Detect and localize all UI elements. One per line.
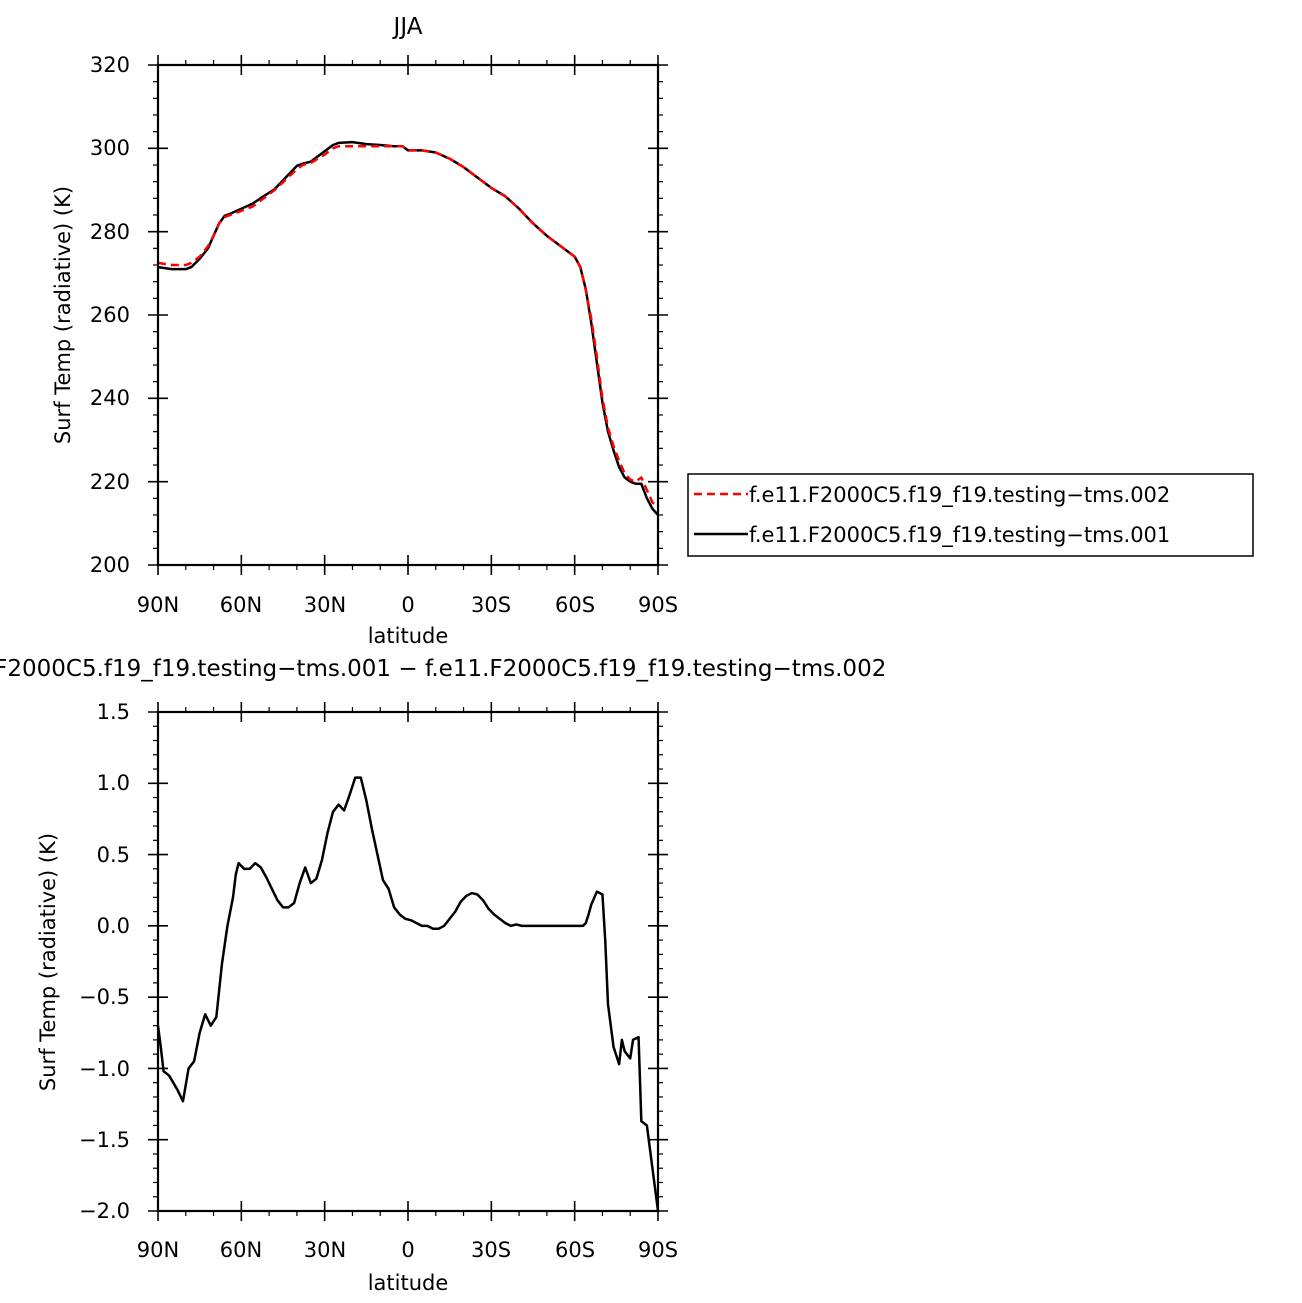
x-tick-label: 30S (471, 593, 511, 617)
legend-label-series-1: f.e11.F2000C5.f19_f19.testing−tms.002 (749, 483, 1170, 508)
y-tick-label: 1.5 (97, 700, 130, 724)
top-series-line-2 (157, 140, 659, 516)
y-tick-label: 200 (90, 553, 130, 577)
x-tick-label: 60N (220, 1238, 262, 1262)
top-x-tick-labels: 90N 60N 30N 0 30S 60S 90S (137, 593, 678, 617)
legend: f.e11.F2000C5.f19_f19.testing−tms.002 f.… (687, 473, 1254, 557)
top-ticks (148, 55, 668, 575)
x-tick-label: 30N (304, 1238, 346, 1262)
x-tick-label: 30N (304, 593, 346, 617)
bottom-y-tick-labels: −2.0 −1.5 −1.0 −0.5 0.0 0.5 1.0 1.5 (79, 700, 130, 1223)
top-chart-title: JJA (392, 14, 423, 40)
bottom-x-tick-labels: 90N 60N 30N 0 30S 60S 90S (137, 1238, 678, 1262)
y-tick-label: 220 (90, 470, 130, 494)
bottom-x-axis-label: latitude (368, 1271, 449, 1295)
x-tick-label: 90S (638, 1238, 678, 1262)
x-tick-label: 30S (471, 1238, 511, 1262)
bottom-series-group (156, 776, 660, 1212)
x-tick-label: 90N (137, 1238, 179, 1262)
y-tick-label: 1.0 (97, 771, 130, 795)
top-x-axis-label: latitude (368, 624, 449, 648)
bottom-plot-frame (156, 710, 660, 1213)
y-tick-label: 240 (90, 386, 130, 410)
top-series-group (157, 140, 659, 516)
y-tick-label: −0.5 (79, 985, 130, 1009)
y-tick-label: 0.5 (97, 843, 130, 867)
top-panel: JJA 200 220 240 260 280 300 320 90N 60N … (51, 14, 1254, 648)
bottom-ticks (148, 702, 668, 1221)
x-tick-label: 0 (401, 1238, 414, 1262)
y-tick-label: 300 (90, 136, 130, 160)
y-tick-label: 280 (90, 220, 130, 244)
bottom-chart-title: f.e11.F2000C5.f19_f19.testing−tms.001 − … (0, 656, 886, 682)
x-tick-label: 90N (137, 593, 179, 617)
y-tick-label: −1.0 (79, 1057, 130, 1081)
y-tick-label: 0.0 (97, 914, 130, 938)
y-tick-label: −1.5 (79, 1128, 130, 1152)
legend-box (687, 473, 1254, 557)
bottom-series-line-1 (156, 776, 660, 1212)
top-y-axis-label: Surf Temp (radiative) (K) (51, 186, 75, 444)
y-tick-label: 320 (90, 53, 130, 77)
x-tick-label: 90S (638, 593, 678, 617)
top-series-line-1 (157, 145, 659, 508)
y-tick-label: 260 (90, 303, 130, 327)
y-tick-label: −2.0 (79, 1199, 130, 1223)
legend-label-series-2: f.e11.F2000C5.f19_f19.testing−tms.001 (749, 523, 1170, 548)
bottom-y-axis-label: Surf Temp (radiative) (K) (36, 833, 60, 1091)
top-plot-frame (156, 63, 660, 567)
x-tick-label: 0 (401, 593, 414, 617)
x-tick-label: 60S (555, 1238, 595, 1262)
bottom-panel: f.e11.F2000C5.f19_f19.testing−tms.001 − … (0, 656, 886, 1295)
x-tick-label: 60N (220, 593, 262, 617)
top-y-tick-labels: 200 220 240 260 280 300 320 (90, 53, 130, 577)
x-tick-label: 60S (555, 593, 595, 617)
